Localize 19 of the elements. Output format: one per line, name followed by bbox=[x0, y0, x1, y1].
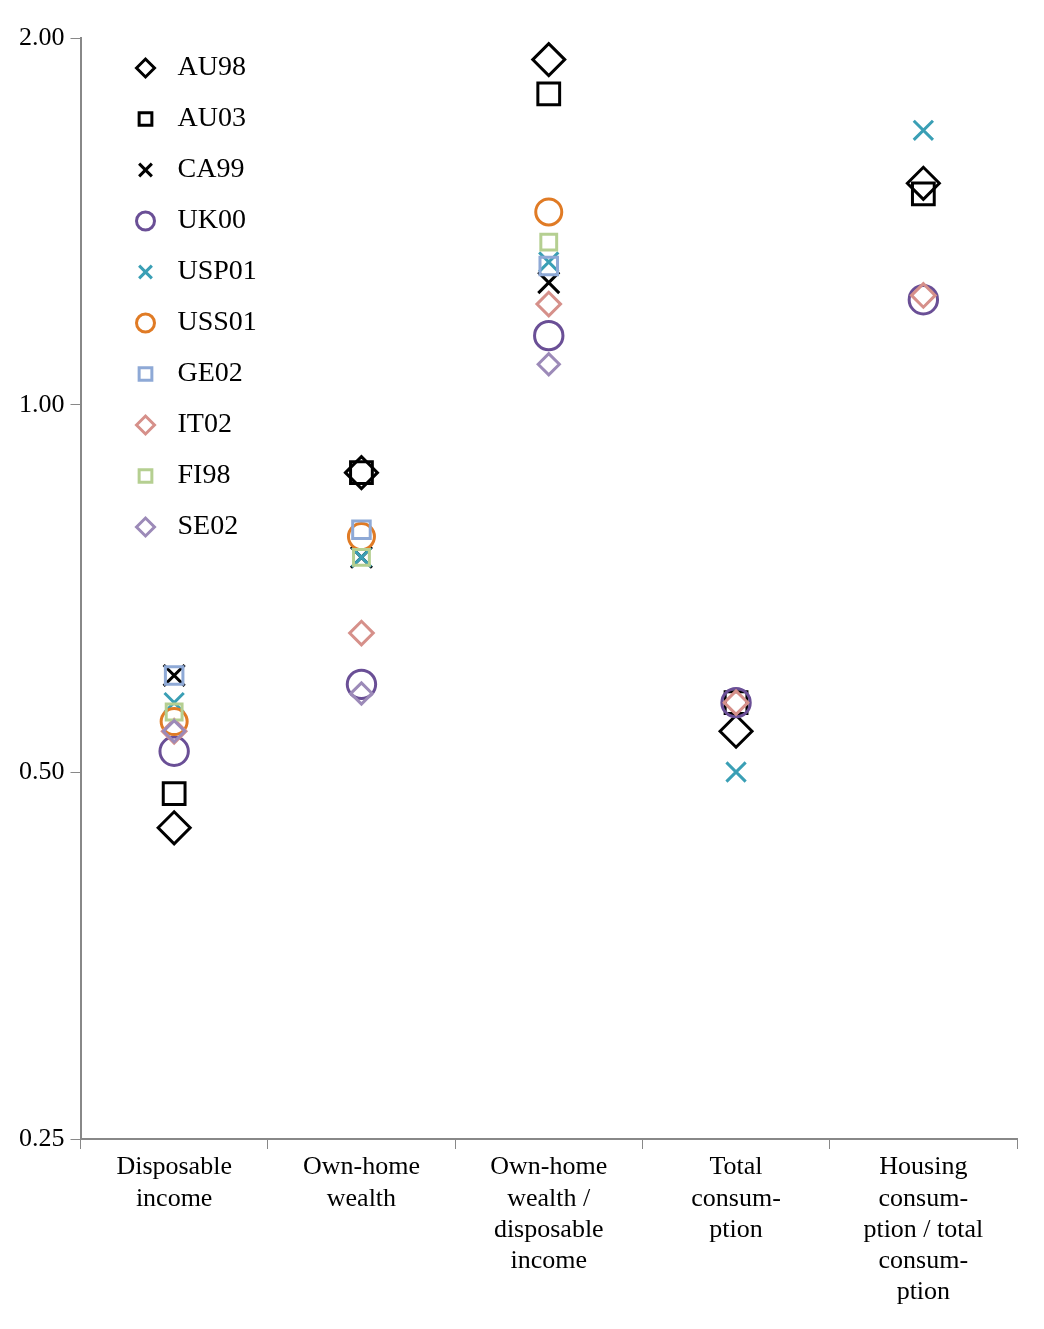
x-tick-label: Own-home wealth bbox=[302, 1151, 420, 1212]
legend-label: AU98 bbox=[177, 50, 246, 82]
y-tick-label: 1.00 bbox=[19, 388, 65, 418]
x-tick-label: Own-home wealth / disposable income bbox=[490, 1151, 608, 1275]
y-tick-label: 2.00 bbox=[19, 21, 65, 51]
legend-label: USP01 bbox=[177, 254, 257, 286]
legend-label: SE02 bbox=[177, 509, 239, 541]
legend-label: UK00 bbox=[177, 203, 246, 235]
legend-label: IT02 bbox=[177, 407, 232, 439]
y-tick-label: 0.50 bbox=[19, 755, 65, 785]
legend-label: USS01 bbox=[177, 305, 257, 337]
x-tick-label: Housing consum-ption / total consum-ption bbox=[863, 1151, 984, 1306]
x-tick-label: Total consum-ption bbox=[691, 1151, 781, 1243]
legend-label: CA99 bbox=[177, 152, 245, 184]
legend-label: FI98 bbox=[177, 458, 231, 490]
legend-label: GE02 bbox=[177, 356, 243, 388]
legend-label: AU03 bbox=[177, 101, 246, 133]
y-tick-label: 0.25 bbox=[19, 1122, 65, 1152]
x-tick-label: Disposable income bbox=[116, 1151, 232, 1212]
